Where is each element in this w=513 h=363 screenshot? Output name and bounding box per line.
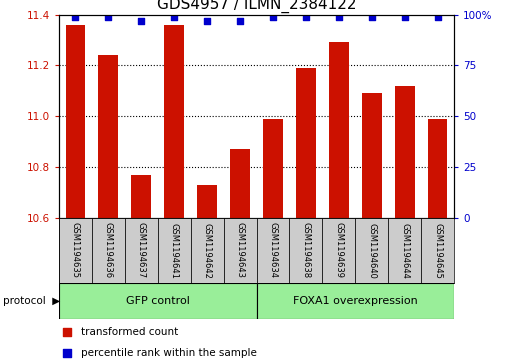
Point (269, 14, 277, 20)
Text: GSM1194637: GSM1194637 (137, 223, 146, 278)
Bar (59, 283, 256, 319)
Point (137, 18, 145, 24)
Bar (59, 218, 92, 283)
Text: GSM1194636: GSM1194636 (104, 223, 113, 278)
Point (334, 14, 343, 20)
Point (401, 14, 409, 20)
Text: GSM1194639: GSM1194639 (334, 223, 343, 278)
Bar (92, 218, 125, 283)
Bar (329, 42, 349, 218)
Bar (164, 25, 184, 218)
Bar (421, 218, 454, 283)
Text: FOXA1 overexpression: FOXA1 overexpression (293, 296, 418, 306)
Title: GDS4957 / ILMN_2384122: GDS4957 / ILMN_2384122 (157, 0, 356, 13)
Bar (355, 218, 388, 283)
Text: percentile rank within the sample: percentile rank within the sample (81, 348, 256, 358)
Text: GSM1194638: GSM1194638 (301, 223, 310, 278)
Bar (289, 218, 322, 283)
Bar (362, 93, 382, 218)
Bar (125, 218, 158, 283)
Bar (98, 55, 118, 218)
Point (104, 14, 112, 20)
Point (170, 14, 179, 20)
Bar (388, 218, 421, 283)
Point (368, 14, 376, 20)
Text: GFP control: GFP control (126, 296, 190, 306)
Text: GSM1194645: GSM1194645 (433, 223, 442, 278)
Text: GSM1194642: GSM1194642 (203, 223, 212, 278)
Text: GSM1194643: GSM1194643 (235, 223, 245, 278)
Text: GSM1194641: GSM1194641 (170, 223, 179, 278)
Bar (131, 175, 151, 218)
Point (203, 18, 211, 24)
Bar (197, 185, 217, 218)
Bar (66, 25, 85, 218)
Bar (224, 218, 256, 283)
Bar (322, 218, 355, 283)
Point (71, 14, 80, 20)
Bar (394, 86, 415, 218)
Text: transformed count: transformed count (81, 327, 178, 337)
Bar (296, 68, 315, 218)
Text: GSM1194635: GSM1194635 (71, 223, 80, 278)
Text: GSM1194634: GSM1194634 (268, 223, 278, 278)
Bar (158, 218, 191, 283)
Point (236, 18, 244, 24)
Bar (263, 119, 283, 218)
Bar (256, 283, 454, 319)
Bar (256, 218, 289, 283)
Point (63, 329, 71, 335)
Point (63, 351, 71, 356)
Point (433, 14, 442, 20)
Bar (230, 149, 250, 218)
Text: GSM1194644: GSM1194644 (400, 223, 409, 278)
Text: GSM1194640: GSM1194640 (367, 223, 376, 278)
Bar (428, 119, 447, 218)
Point (302, 14, 310, 20)
Bar (191, 218, 224, 283)
Text: protocol  ▶: protocol ▶ (3, 296, 60, 306)
